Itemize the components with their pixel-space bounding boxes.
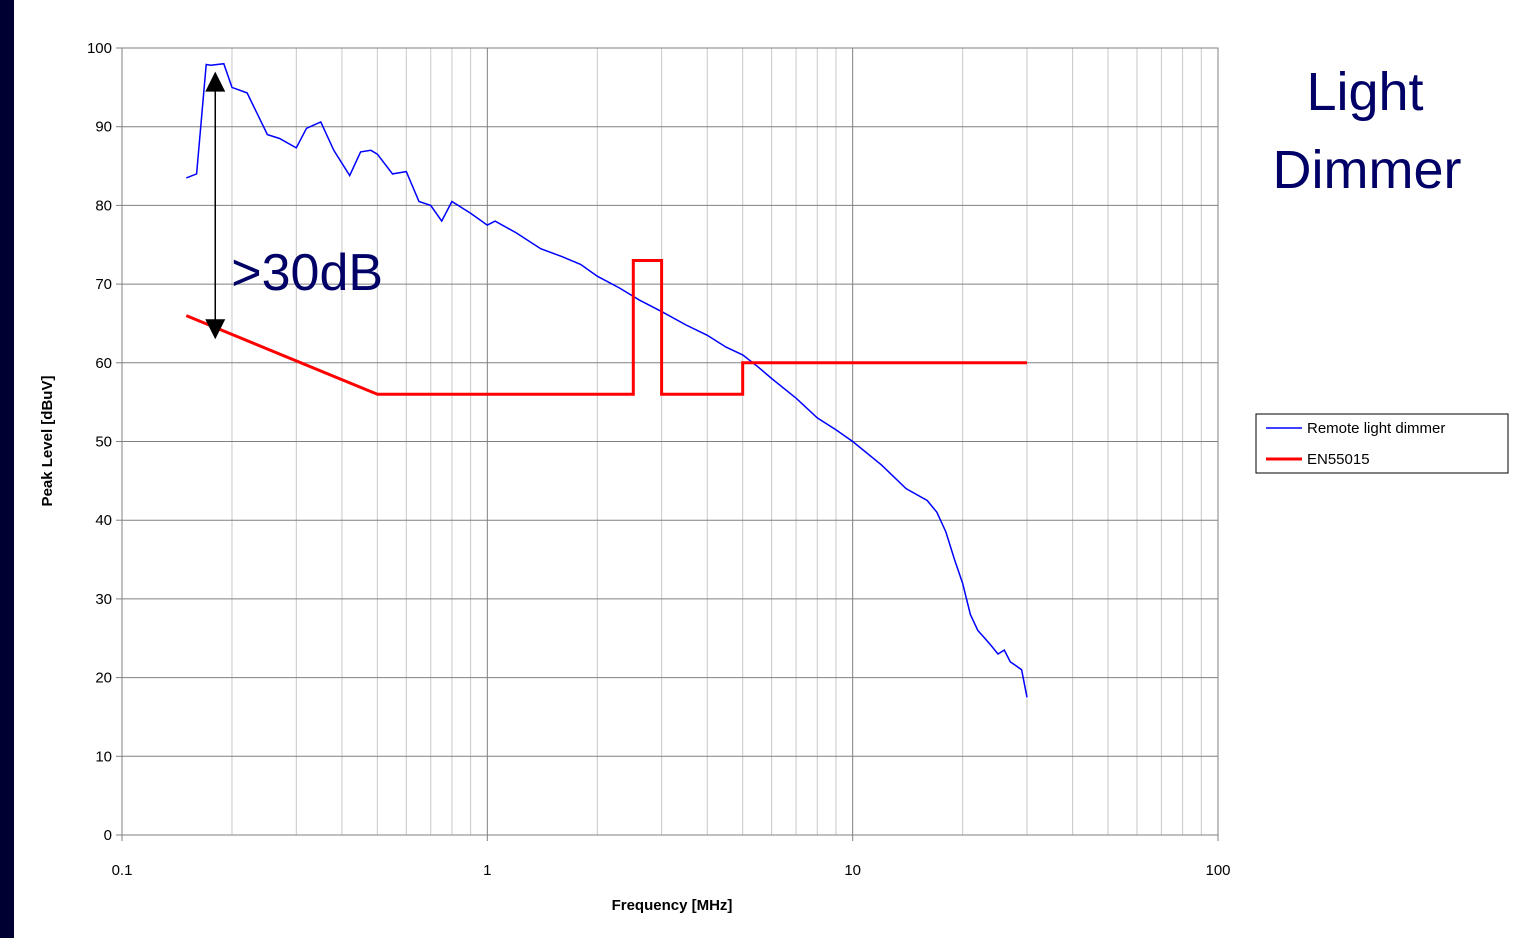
legend-box: [1255, 413, 1509, 474]
series-line-en55015: [185, 259, 1027, 396]
y-tick-label: 30: [95, 591, 112, 608]
chart: >30dB 0 10 20 30 40 50 60 70 80 90 100 0.1 1 10 100 Fr…: [39, 40, 1509, 914]
legend-label-remote-light-dimmer: Remote light dimmer: [1307, 420, 1445, 437]
legend: Remote light dimmer EN55015: [1255, 413, 1509, 474]
chart-title-line-2: Dimmer: [1273, 140, 1462, 200]
x-tick-label: 100: [1205, 862, 1230, 879]
x-tick-label: 0.1: [112, 862, 133, 879]
y-tick-label: 70: [95, 276, 112, 293]
series-layer: [185, 62, 1028, 698]
axis-layer: 0 10 20 30 40 50 60 70 80 90 100 0.1 1 10 100: [87, 40, 1231, 879]
y-tick-label: 80: [95, 197, 112, 214]
annotation-arrowhead-down: [205, 319, 226, 340]
y-tick-label: 0: [104, 827, 112, 844]
y-tick-label: 100: [87, 40, 112, 57]
y-tick-label: 90: [95, 119, 112, 136]
x-tick-label: 1: [483, 862, 491, 879]
y-axis-title: Peak Level [dBuV]: [39, 376, 56, 507]
series-line-remote-light-dimmer: [186, 62, 1028, 698]
x-tick-label: 10: [844, 862, 861, 879]
annotation-label: >30dB: [231, 244, 383, 302]
y-tick-label: 40: [95, 512, 112, 529]
annotation-arrowhead-up: [205, 71, 226, 92]
y-tick-label: 50: [95, 434, 112, 451]
grid-layer: [121, 47, 1219, 836]
annotation-layer: >30dB: [205, 71, 383, 340]
legend-label-en55015: EN55015: [1307, 451, 1370, 468]
chart-title-line-1: Light: [1306, 62, 1423, 122]
y-tick-label: 10: [95, 748, 112, 765]
x-axis-title: Frequency [MHz]: [612, 897, 733, 914]
y-tick-label: 60: [95, 355, 112, 372]
chart-frame: >30dB 0 10 20 30 40 50 60 70 80 90 100 0.1 1 10 100 Fr…: [14, 0, 1525, 938]
y-tick-label: 20: [95, 670, 112, 687]
